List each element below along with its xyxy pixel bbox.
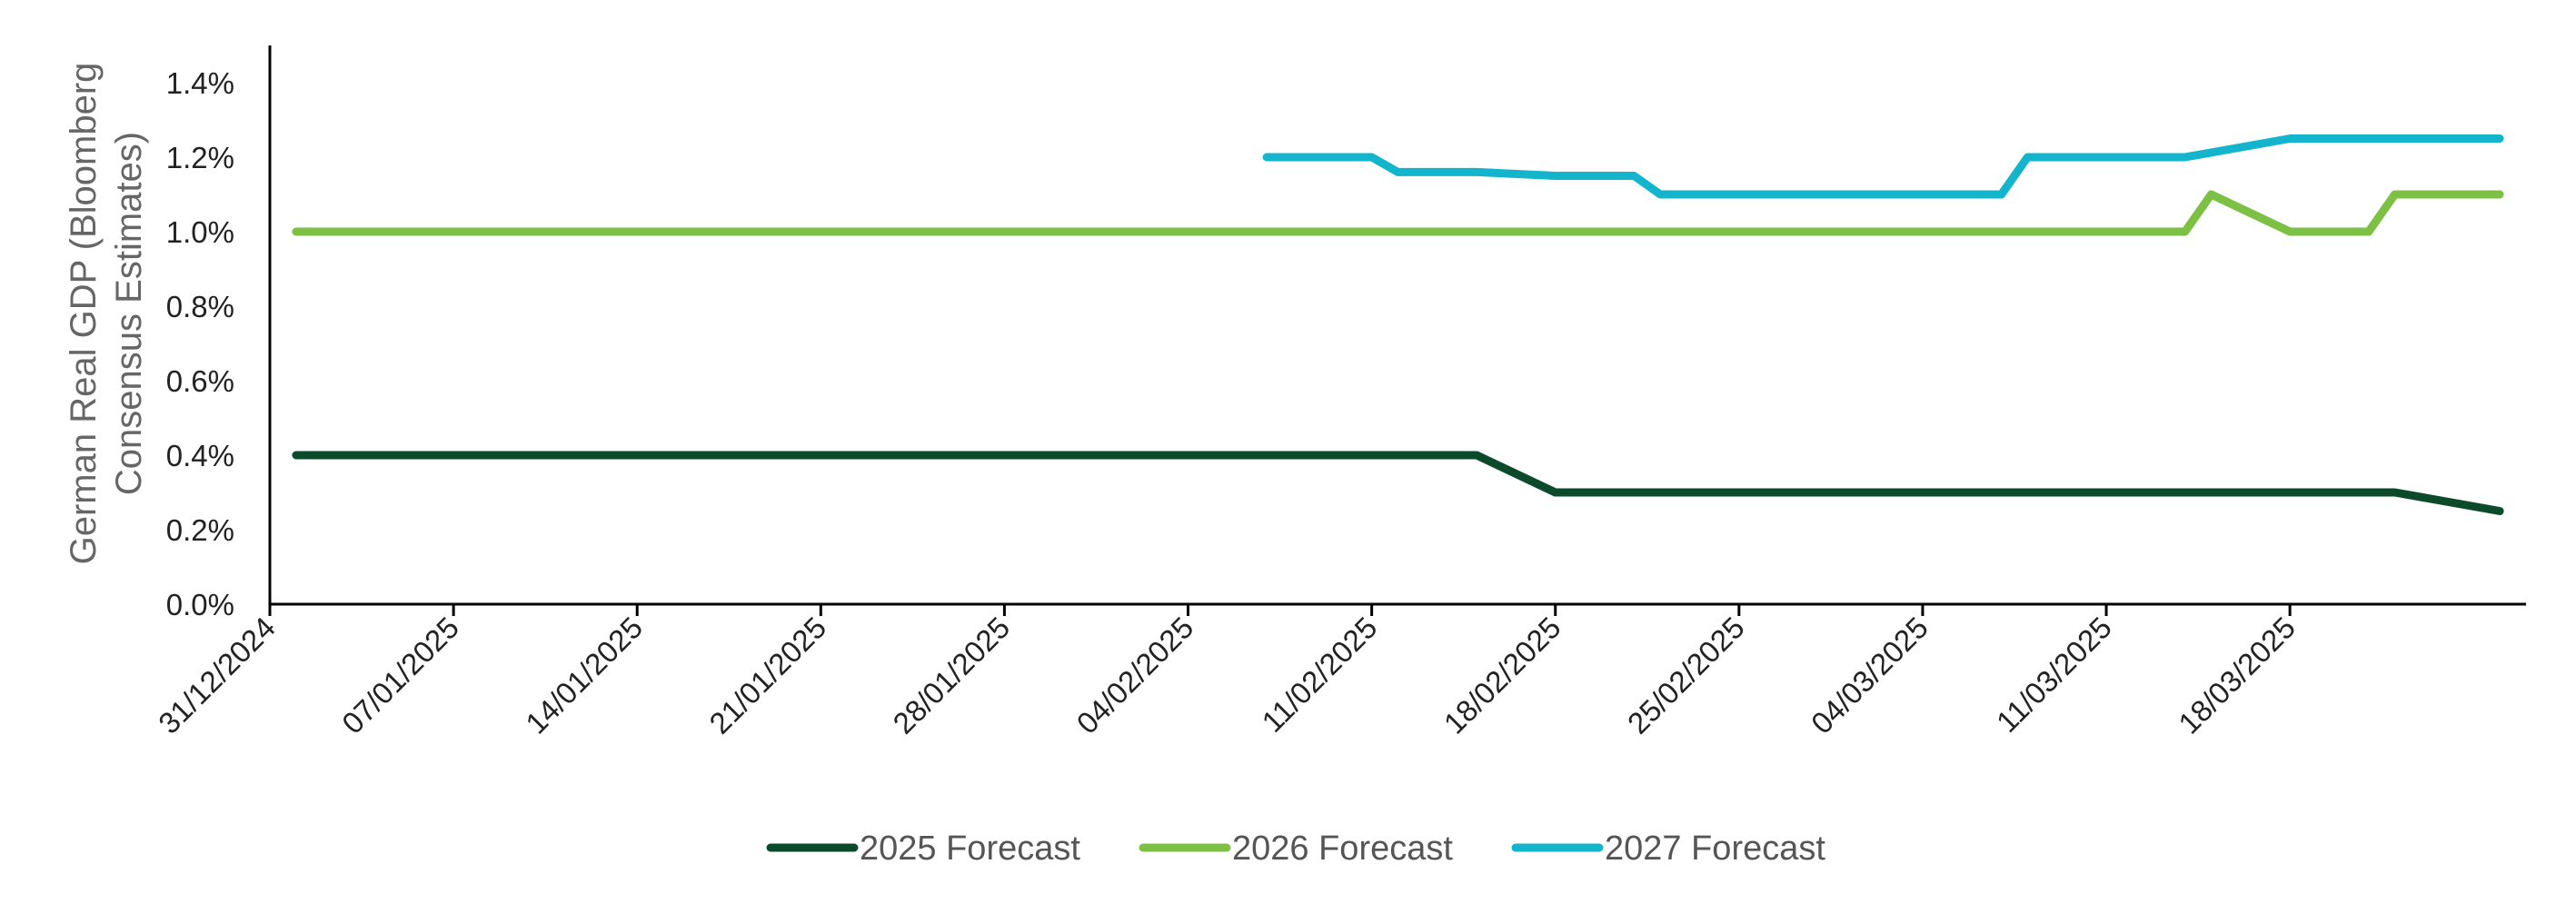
y-axis-title-line-1: German Real GDP (Bloomberg bbox=[64, 63, 104, 565]
y-tick-label: 1.2% bbox=[166, 141, 234, 174]
series-line-3 bbox=[1262, 134, 2504, 199]
series-line-1 bbox=[292, 451, 2504, 515]
x-tick-label: 18/02/2025 bbox=[1437, 611, 1567, 740]
legend-label-1: 2025 Forecast bbox=[860, 829, 1080, 868]
x-tick-label: 11/03/2025 bbox=[1990, 611, 2118, 739]
x-tick-label: 21/01/2025 bbox=[702, 611, 832, 740]
y-axis-title: German Real GDP (Bloomberg Consensus Est… bbox=[64, 63, 149, 565]
y-tick-label: 0.6% bbox=[166, 364, 234, 398]
y-tick-label: 0.2% bbox=[166, 513, 234, 547]
y-tick-label: 0.0% bbox=[166, 588, 234, 621]
x-axis-ticks: 31/12/2024 07/01/2025 14/01/2025 21/01/2025… bbox=[152, 604, 2302, 740]
legend-label-3: 2027 Forecast bbox=[1605, 829, 1825, 868]
x-tick-label: 25/02/2025 bbox=[1621, 611, 1751, 740]
x-tick-label: 18/03/2025 bbox=[2172, 611, 2302, 740]
y-tick-label: 1.0% bbox=[166, 215, 234, 249]
series-lines bbox=[292, 134, 2504, 515]
x-tick-label: 07/01/2025 bbox=[335, 611, 465, 740]
y-tick-label: 0.8% bbox=[166, 290, 234, 323]
x-tick-label: 14/01/2025 bbox=[519, 611, 649, 740]
x-tick-label: 31/12/2024 bbox=[152, 611, 282, 740]
series-line-2 bbox=[292, 190, 2504, 236]
y-axis-ticks: 0.0% 0.2% 0.4% 0.6% 0.8% 1.0% 1.2% 1.4% bbox=[166, 66, 234, 621]
x-tick-label: 28/01/2025 bbox=[886, 611, 1016, 740]
legend: 2025 Forecast 2026 Forecast 2027 Forecast bbox=[766, 829, 1825, 868]
x-tick-label: 11/02/2025 bbox=[1255, 611, 1383, 739]
y-axis-title-line-2: Consensus Estimates) bbox=[109, 132, 149, 495]
axes bbox=[268, 45, 2526, 606]
y-tick-label: 1.4% bbox=[166, 66, 234, 100]
x-tick-label: 04/03/2025 bbox=[1805, 611, 1934, 740]
x-tick-label: 04/02/2025 bbox=[1070, 611, 1200, 740]
legend-label-2: 2026 Forecast bbox=[1232, 829, 1453, 868]
y-tick-label: 0.4% bbox=[166, 439, 234, 472]
